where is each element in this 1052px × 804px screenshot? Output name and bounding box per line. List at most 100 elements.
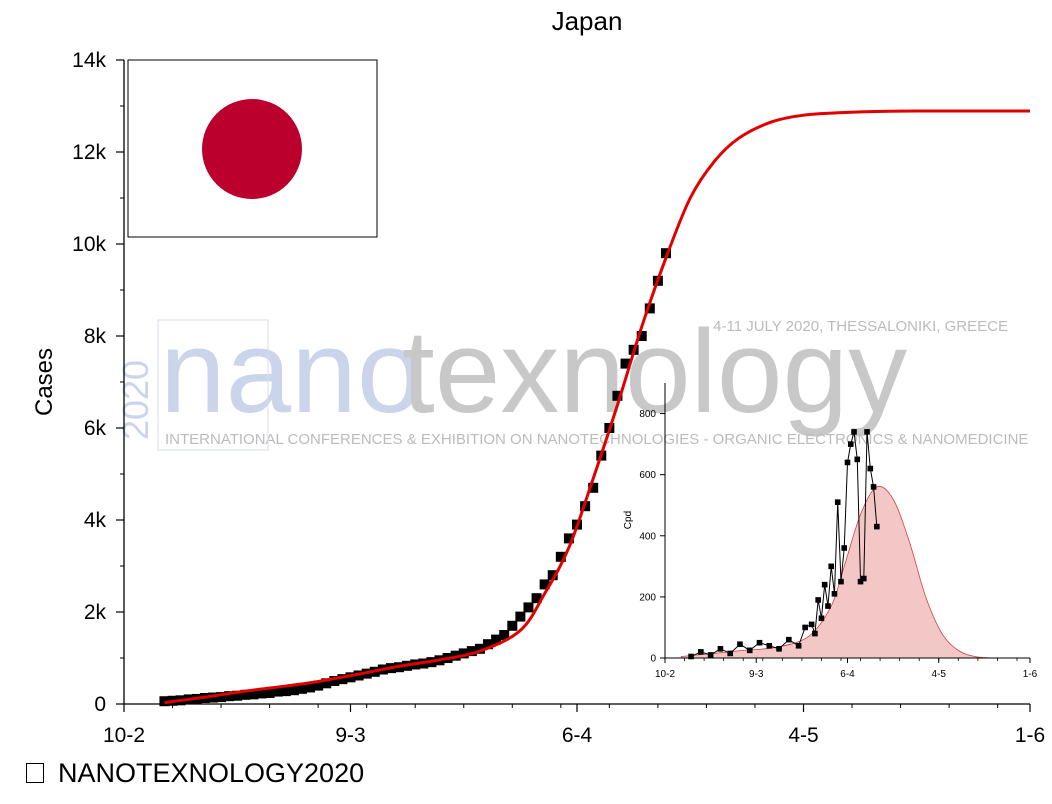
inset-data-point	[821, 581, 828, 588]
data-point	[547, 570, 558, 581]
y-tick-label: 4k	[84, 509, 107, 532]
y-tick-label: 2k	[84, 601, 107, 624]
data-point	[224, 691, 235, 702]
data-point	[329, 676, 340, 686]
y-tick-label: 10k	[72, 233, 106, 256]
data-point	[458, 648, 469, 659]
inset-data-point	[727, 650, 733, 657]
nanotexnology-watermark: nano texnology 4-11 JULY 2020, THESSALON…	[115, 306, 1028, 451]
japan-flag	[127, 59, 378, 238]
inset-data-point	[815, 597, 821, 603]
y-tick-label: 0	[94, 693, 106, 716]
footer-box-icon	[26, 763, 44, 783]
data-point	[288, 685, 299, 696]
watermark-nano-text: nano	[160, 306, 423, 438]
data-point	[531, 593, 542, 604]
inset-data-point	[766, 642, 773, 649]
data-point	[313, 680, 324, 691]
flag-red-disc	[202, 99, 302, 199]
inset-y-tick-label: 800	[639, 409, 656, 420]
data-point	[272, 686, 283, 697]
data-point	[636, 331, 647, 341]
inset-y-tick-label: 400	[639, 531, 656, 542]
inset-data-point	[746, 647, 753, 654]
inset-y-ticks: 0 200 400 600 800	[639, 409, 665, 665]
inset-data-point	[776, 646, 782, 652]
watermark-tagline: INTERNATIONAL CONFERENCES & EXHIBITION O…	[165, 431, 1028, 448]
x-tick-label: 6-4	[562, 724, 593, 747]
y-tick-label: 6k	[84, 417, 107, 440]
data-point	[337, 674, 348, 685]
data-point	[612, 390, 623, 401]
chart-title: Japan	[552, 6, 623, 36]
data-point	[483, 639, 494, 650]
inset-data-point	[688, 653, 694, 660]
inset-data-point	[786, 636, 792, 643]
data-point	[345, 672, 356, 683]
inset-x-tick-label: 6-4	[840, 669, 855, 680]
data-point	[539, 579, 550, 590]
y-tick-label: 14k	[72, 49, 106, 72]
inset-data-point	[808, 621, 815, 628]
data-point	[563, 533, 574, 544]
data-point	[305, 682, 316, 693]
inset-data-points	[688, 429, 880, 660]
data-point	[296, 683, 307, 694]
data-point	[240, 689, 251, 700]
watermark-texnology-text: texnology	[402, 306, 907, 438]
inset-data-point	[838, 578, 844, 585]
inset-data-point	[802, 624, 808, 631]
x-tick-label: 10-2	[103, 724, 145, 747]
inset-daily-line	[690, 431, 878, 657]
inset-data-point	[851, 429, 857, 435]
inset-x-ticks: 10-2 9-3 6-4 4-5 1-6	[655, 658, 1038, 680]
inset-data-point	[867, 465, 874, 472]
data-point	[588, 482, 599, 493]
inset-data-point	[847, 441, 854, 447]
inset-chart: 0 200 400 600 800 10-2 9-3 6-4 4-5 1-6 Cpd	[623, 383, 1038, 680]
data-point	[474, 643, 485, 654]
inset-data-point	[841, 545, 848, 551]
data-point	[207, 692, 218, 703]
data-point	[660, 248, 671, 259]
data-point	[216, 692, 227, 703]
inset-data-point	[818, 615, 825, 622]
data-point	[256, 688, 267, 699]
inset-data-point	[698, 649, 704, 655]
inset-data-point	[844, 459, 851, 466]
data-point	[232, 690, 243, 701]
data-point	[523, 602, 534, 613]
inset-data-point	[834, 499, 841, 505]
data-point	[321, 678, 332, 689]
inset-data-point	[795, 642, 802, 649]
data-point	[507, 620, 518, 631]
inset-data-point	[860, 575, 867, 582]
data-point	[555, 551, 566, 562]
data-point	[466, 646, 477, 657]
inset-x-tick-label: 4-5	[932, 669, 947, 680]
inset-data-point	[707, 652, 714, 658]
inset-data-point	[870, 484, 877, 490]
data-point	[515, 611, 526, 622]
x-tick-label: 9-3	[335, 724, 365, 747]
inset-y-tick-label: 600	[639, 470, 656, 481]
data-point	[248, 689, 259, 700]
inset-data-point	[864, 429, 870, 435]
inset-data-point	[717, 646, 724, 652]
inset-x-tick-label: 10-2	[655, 669, 675, 680]
data-point	[620, 358, 631, 369]
watermark-event-dates: 4-11 JULY 2020, THESSALONIKI, GREECE	[713, 318, 1008, 335]
y-axis-label: Cases	[31, 348, 58, 416]
inset-x-tick-label: 9-3	[749, 669, 764, 680]
inset-data-point	[812, 630, 818, 637]
footer-text: NANOTEXNOLOGY2020	[58, 758, 365, 788]
data-point	[491, 634, 502, 645]
data-point	[644, 303, 655, 314]
inset-data-point	[825, 603, 831, 609]
footer-caption: NANOTEXNOLOGY2020	[26, 758, 364, 789]
data-point	[264, 687, 275, 698]
watermark-year: 2020	[115, 360, 156, 440]
inset-y-tick-label: 200	[639, 592, 656, 603]
x-tick-label: 1-6	[1015, 724, 1045, 747]
